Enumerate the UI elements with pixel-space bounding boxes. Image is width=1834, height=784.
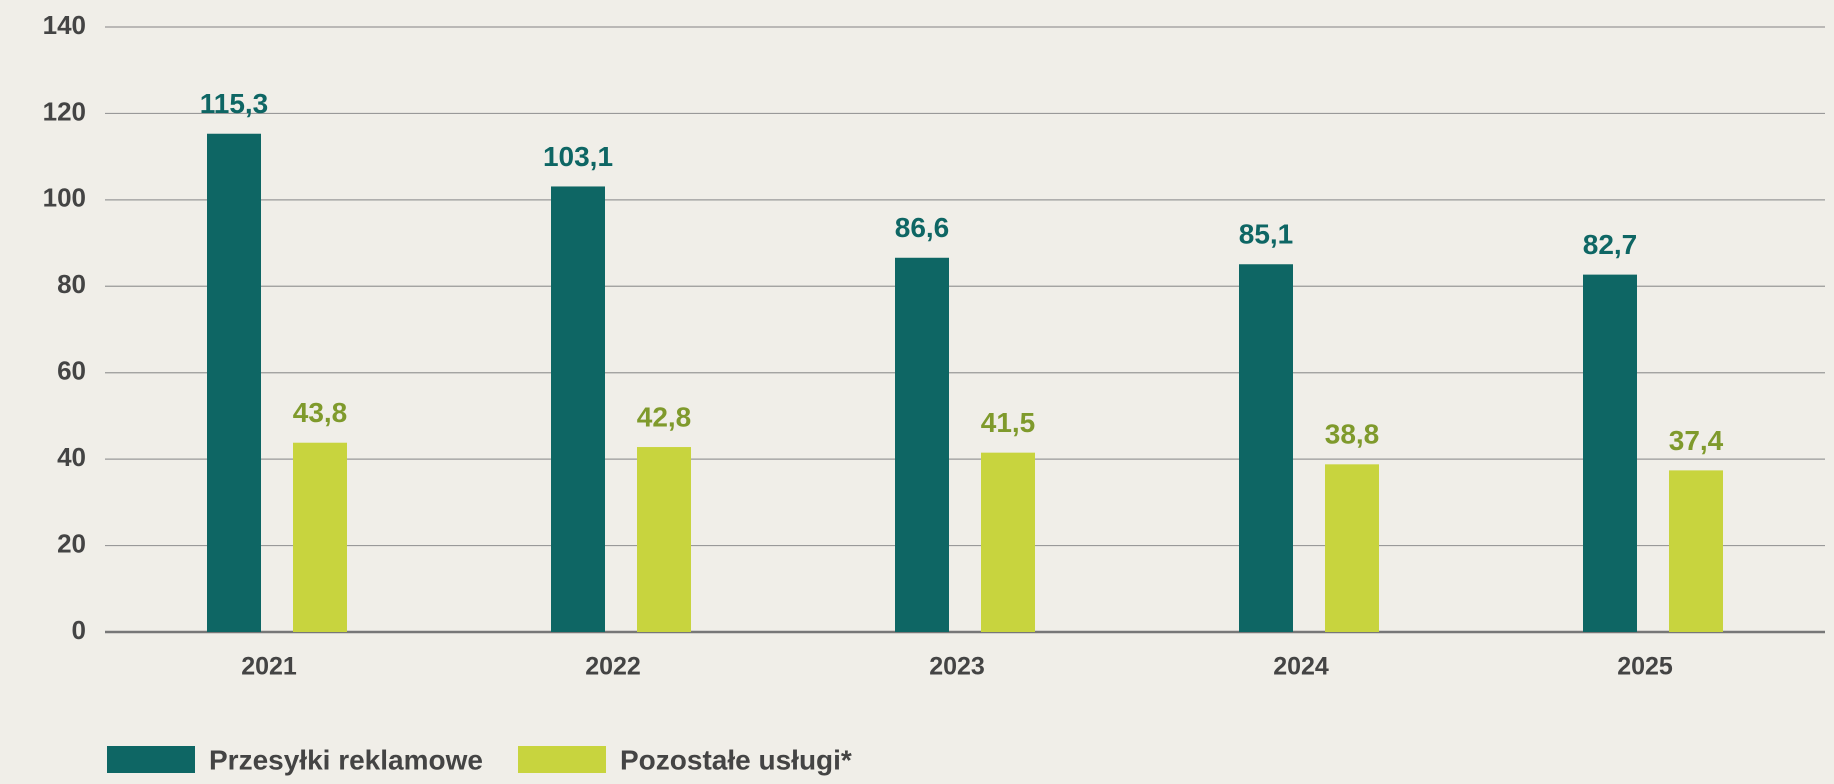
bar xyxy=(1239,264,1293,632)
x-tick-label: 2022 xyxy=(585,653,641,681)
x-tick-label: 2024 xyxy=(1273,653,1329,681)
y-tick-label: 80 xyxy=(57,269,86,299)
value-label: 85,1 xyxy=(1239,219,1294,250)
bar xyxy=(895,257,949,632)
legend-label: Pozostałe usługi* xyxy=(620,744,852,775)
value-label: 86,6 xyxy=(895,212,950,243)
bar xyxy=(1325,464,1379,632)
y-tick-label: 20 xyxy=(57,528,86,558)
y-tick-label: 0 xyxy=(72,615,86,645)
y-tick-label: 100 xyxy=(43,183,86,213)
legend-label: Przesyłki reklamowe xyxy=(209,744,483,775)
value-label: 37,4 xyxy=(1669,425,1724,456)
x-tick-label: 2021 xyxy=(241,653,297,681)
x-tick-label: 2023 xyxy=(929,653,985,681)
bar xyxy=(551,186,605,633)
value-label: 38,8 xyxy=(1325,419,1380,450)
value-label: 42,8 xyxy=(637,401,692,432)
value-label: 115,3 xyxy=(200,88,269,119)
value-label: 82,7 xyxy=(1583,229,1638,260)
bar xyxy=(293,442,347,632)
bar xyxy=(1669,470,1723,632)
bar xyxy=(1583,274,1637,632)
bar xyxy=(981,452,1035,632)
value-label: 43,8 xyxy=(293,397,348,428)
legend-swatch xyxy=(518,746,606,773)
y-tick-label: 120 xyxy=(43,96,86,126)
bar xyxy=(207,133,261,632)
legend-swatch xyxy=(107,746,195,773)
y-tick-label: 40 xyxy=(57,442,86,472)
x-tick-label: 2025 xyxy=(1617,653,1673,681)
value-label: 103,1 xyxy=(543,141,613,172)
y-tick-label: 140 xyxy=(43,10,86,40)
bar xyxy=(637,447,691,632)
y-tick-label: 60 xyxy=(57,356,86,386)
value-label: 41,5 xyxy=(981,407,1036,438)
